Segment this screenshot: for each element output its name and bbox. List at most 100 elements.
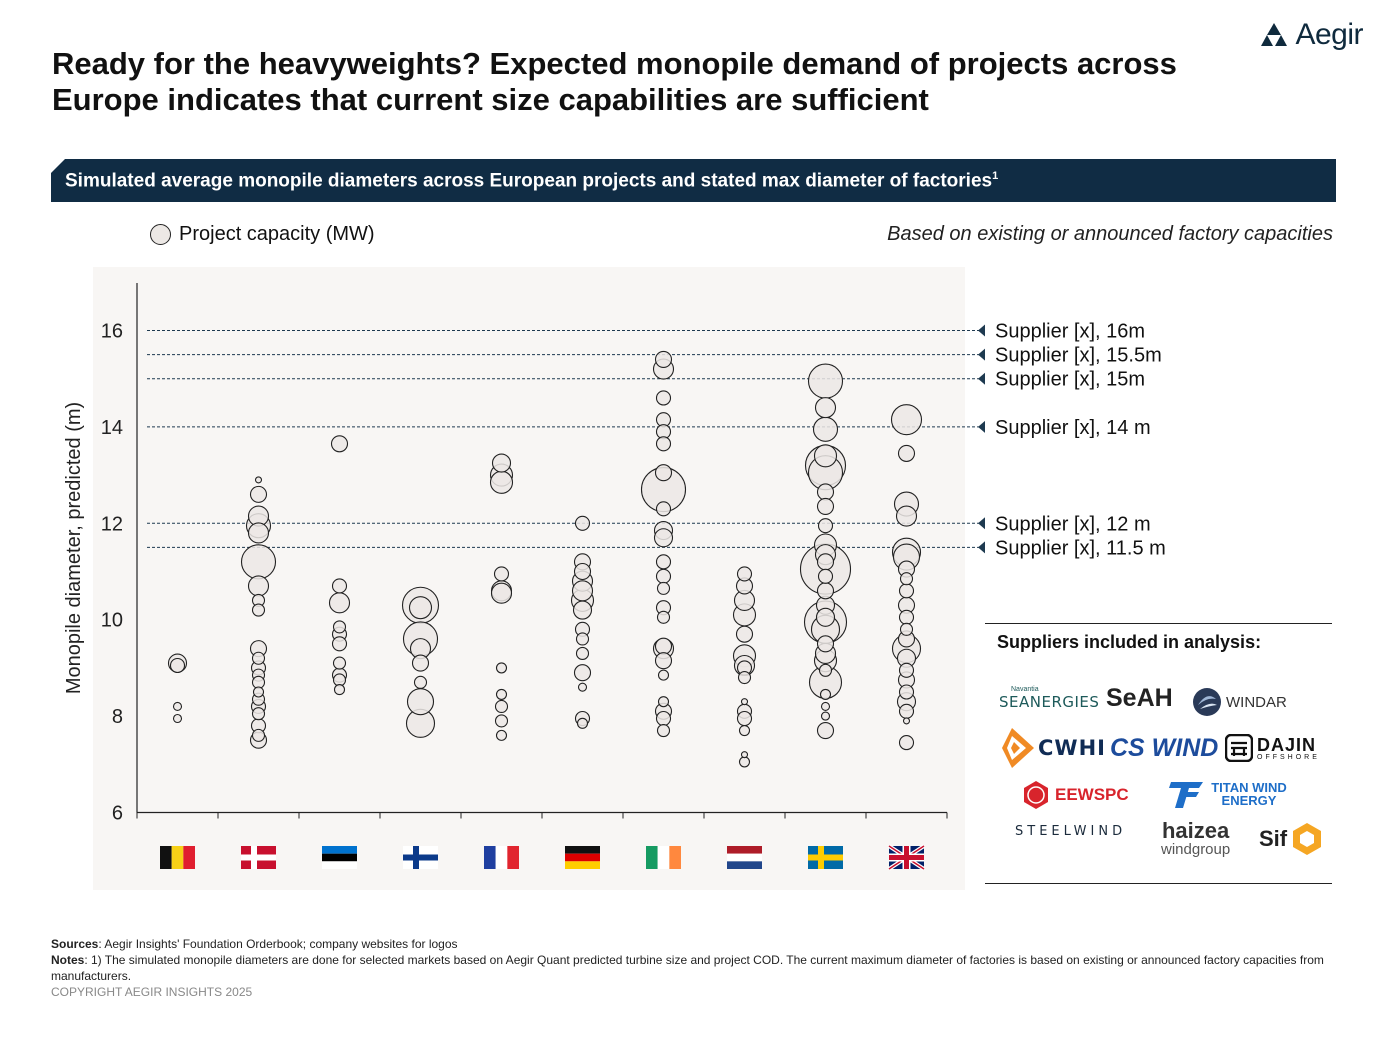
project-bubble <box>172 701 183 712</box>
page-title: Ready for the heavyweights? Expected mon… <box>52 46 1177 117</box>
project-bubble <box>494 699 509 714</box>
project-bubble <box>240 544 277 580</box>
project-bubble <box>654 637 673 655</box>
project-bubble <box>816 483 835 501</box>
germany-flag-icon <box>565 846 600 869</box>
y-axis-label: Monopile diameter, predicted (m) <box>63 402 85 694</box>
notes-line: Notes: 1) The simulated monopile diamete… <box>51 952 1341 984</box>
cswind-name: CS WIND <box>1110 734 1219 762</box>
project-bubble <box>575 646 590 660</box>
project-bubble <box>654 350 673 368</box>
haizea-logo: haizea windgroup <box>1161 820 1230 858</box>
footer: Sources: Aegir Insights' Foundation Orde… <box>51 936 1341 1000</box>
flag-band <box>495 846 508 869</box>
y-tick-label: 14 <box>101 417 123 439</box>
flag-band <box>657 846 670 869</box>
project-bubble <box>491 453 512 473</box>
project-bubble <box>899 572 914 586</box>
flag-band <box>565 861 600 869</box>
titanwind-name: TITAN WIND ENERGY <box>1211 780 1287 808</box>
project-bubble <box>169 657 186 674</box>
project-bubble <box>656 724 671 738</box>
windar-logo: WINDAR <box>1192 687 1287 717</box>
threshold-arrow-icon <box>978 324 985 337</box>
project-bubble <box>656 610 671 624</box>
flag-band <box>171 846 184 869</box>
flag-band <box>183 846 195 869</box>
dajin-mark-icon <box>1225 734 1253 762</box>
sif-logo: Sif <box>1259 822 1323 856</box>
eew-badge-icon <box>1024 781 1048 809</box>
seah-name: SeAH <box>1106 684 1173 712</box>
notes-text: : 1) The simulated monopile diameters ar… <box>51 953 1324 983</box>
project-bubble <box>251 707 266 721</box>
project-bubble <box>408 596 433 620</box>
sweden-flag-icon <box>808 846 843 869</box>
sources-text: : Aegir Insights' Foundation Orderbook; … <box>98 937 458 951</box>
netherlands-flag-icon <box>727 846 762 869</box>
project-bubble <box>819 688 832 700</box>
eewspc-logo: EEWSPC <box>1021 780 1129 810</box>
flag-cross <box>403 854 438 861</box>
project-bubble <box>573 664 592 682</box>
threshold-label: Supplier [x], 15.5m <box>995 345 1162 367</box>
project-bubble <box>657 669 670 681</box>
sif-hex-icon <box>1293 823 1322 855</box>
titan-wind-mark-icon <box>1169 782 1203 808</box>
project-bubble <box>249 485 268 503</box>
y-tick-label: 16 <box>101 321 123 343</box>
project-bubble <box>737 670 752 685</box>
flag-band <box>727 861 762 869</box>
y-tick-label: 6 <box>112 803 123 825</box>
project-bubble <box>820 701 831 712</box>
project-bubble <box>331 636 348 652</box>
project-bubble <box>493 566 510 582</box>
project-bubble <box>738 725 751 737</box>
flag-band <box>727 853 762 862</box>
france-flag-icon <box>484 846 519 869</box>
aegir-logo: Aegir <box>1261 18 1363 52</box>
flag-band <box>646 846 658 869</box>
notes-label: Notes <box>51 953 85 967</box>
copyright: COPYRIGHT AEGIR INSIGHTS 2025 <box>51 985 253 999</box>
threshold-arrow-icon <box>978 420 985 433</box>
project-bubble <box>657 696 670 708</box>
y-tick-label: 12 <box>101 513 123 535</box>
project-bubble <box>818 663 833 677</box>
sif-name: Sif <box>1259 826 1288 851</box>
project-bubble <box>172 713 183 724</box>
project-bubble <box>815 607 836 627</box>
threshold-label: Supplier [x], 12 m <box>995 513 1151 535</box>
project-bubble <box>816 553 835 571</box>
project-bubble <box>890 404 923 436</box>
ireland-flag-icon <box>646 846 681 869</box>
project-bubble <box>247 575 270 597</box>
steelwind-logo: STEELWIND <box>1015 824 1126 839</box>
cwhi-name: CWHI <box>1038 736 1106 760</box>
flag-band <box>322 853 357 862</box>
steelwind-name: STEELWIND <box>1015 824 1127 839</box>
project-bubble <box>571 580 594 602</box>
project-bubble <box>406 688 435 716</box>
project-bubble <box>251 603 266 617</box>
suppliers-panel: Suppliers included in analysis: Navantia… <box>985 623 1332 884</box>
project-bubble <box>654 464 673 482</box>
sources-line: Sources: Aegir Insights' Foundation Orde… <box>51 936 1341 952</box>
flag-band <box>507 846 519 869</box>
seanergies-sub: Navantia <box>1011 686 1039 693</box>
legend-label: Project capacity (MW) <box>179 223 375 245</box>
estonia-flag-icon <box>322 846 357 869</box>
project-bubble <box>820 711 831 721</box>
seah-logo: SeAH <box>1106 684 1173 713</box>
project-bubble <box>898 583 915 599</box>
project-bubble <box>495 729 508 741</box>
project-bubble <box>655 568 672 584</box>
project-bubble <box>247 522 270 544</box>
project-bubble <box>331 578 348 594</box>
project-bubble <box>655 501 672 517</box>
y-tick-label: 10 <box>101 610 123 632</box>
project-bubble <box>736 566 753 582</box>
project-bubble <box>816 497 835 515</box>
project-bubble <box>740 698 749 706</box>
